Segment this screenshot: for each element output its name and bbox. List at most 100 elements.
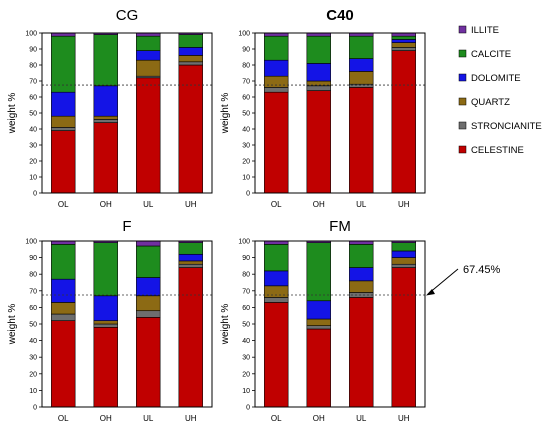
bar-segment-quartz-oh bbox=[93, 320, 118, 325]
bar-segment-dolomite-uh bbox=[178, 253, 203, 262]
annotation-67-45: 67.45% bbox=[426, 264, 501, 296]
y-tick-label: 90 bbox=[29, 255, 37, 262]
bar-segment-calcite-ul bbox=[136, 35, 161, 51]
bar-segment-illite-ul bbox=[136, 240, 161, 247]
bar-segment-calcite-uh bbox=[391, 35, 416, 40]
legend-swatch-illite bbox=[458, 25, 467, 34]
bar-segment-celestine-ul bbox=[136, 77, 161, 194]
legend-swatch-celestine bbox=[458, 145, 467, 154]
y-tick-label: 60 bbox=[242, 95, 250, 102]
y-tick-label: 100 bbox=[238, 31, 250, 38]
bar-segment-celestine-uh bbox=[391, 50, 416, 194]
bar-segment-quartz-oh bbox=[306, 318, 331, 326]
bar-segment-stroncianite-uh bbox=[178, 263, 203, 268]
bar-segment-stroncianite-ul bbox=[349, 83, 374, 88]
bar-segment-calcite-ol bbox=[51, 35, 76, 93]
y-tick-label: 60 bbox=[29, 95, 37, 102]
y-tick-label: 70 bbox=[29, 79, 37, 86]
bar-segment-celestine-oh bbox=[306, 90, 331, 194]
legend-swatch-quartz bbox=[458, 97, 467, 106]
bar-segment-celestine-oh bbox=[93, 327, 118, 408]
y-tick-label: 60 bbox=[29, 305, 37, 312]
bar-segment-dolomite-uh bbox=[391, 250, 416, 258]
bar-segment-dolomite-ol bbox=[264, 270, 289, 287]
y-axis-label: weight % bbox=[7, 93, 18, 135]
chart-panel-cg: CG weight % 0 10 20 30 40 50 60 70 80 90 100 OL OH UL UH bbox=[7, 7, 213, 209]
chart-title: C40 bbox=[326, 7, 354, 24]
plot-frame bbox=[254, 240, 426, 408]
bar-segment-calcite-uh bbox=[178, 242, 203, 255]
bar-segment-dolomite-uh bbox=[178, 47, 203, 56]
bar-segment-dolomite-ul bbox=[136, 277, 161, 297]
y-tick-label: 40 bbox=[29, 127, 37, 134]
y-tick-label: 60 bbox=[242, 305, 250, 312]
bar-segment-calcite-oh bbox=[306, 35, 331, 64]
bar-segment-quartz-ul bbox=[136, 59, 161, 77]
y-tick-label: 0 bbox=[246, 405, 250, 412]
legend-label-calcite: CALCITE bbox=[471, 49, 511, 60]
bar-segment-dolomite-ol bbox=[264, 59, 289, 77]
legend-label-dolomite: DOLOMITE bbox=[471, 73, 521, 84]
x-tick-label: OL bbox=[271, 200, 282, 209]
y-tick-label: 50 bbox=[29, 111, 37, 118]
annotation-label: 67.45% bbox=[463, 264, 501, 276]
y-tick-label: 80 bbox=[242, 63, 250, 70]
bar-segment-calcite-ul bbox=[349, 35, 374, 59]
annotation-arrow-shaft bbox=[427, 268, 459, 295]
y-tick-label: 20 bbox=[29, 159, 37, 166]
bar-segment-celestine-ul bbox=[349, 297, 374, 408]
x-tick-label: OH bbox=[313, 200, 325, 209]
y-tick-label: 30 bbox=[29, 355, 37, 362]
bar-segment-celestine-uh bbox=[391, 267, 416, 408]
y-tick-label: 10 bbox=[242, 388, 250, 395]
bar-segment-dolomite-ul bbox=[349, 58, 374, 72]
bar-segment-dolomite-ul bbox=[349, 267, 374, 282]
bar-segment-calcite-uh bbox=[178, 34, 203, 48]
bar-segment-celestine-ul bbox=[349, 87, 374, 194]
y-tick-label: 10 bbox=[29, 388, 37, 395]
bar-segment-celestine-oh bbox=[306, 328, 331, 408]
y-tick-label: 80 bbox=[242, 272, 250, 279]
x-tick-label: UL bbox=[143, 200, 154, 209]
x-tick-label: UL bbox=[356, 414, 367, 422]
bar-segment-calcite-oh bbox=[93, 34, 118, 87]
y-tick-label: 30 bbox=[242, 143, 250, 150]
x-tick-label: OL bbox=[271, 414, 282, 422]
legend-label-celestine: CELESTINE bbox=[471, 145, 524, 156]
x-tick-label: UH bbox=[185, 414, 197, 422]
y-tick-label: 40 bbox=[242, 127, 250, 134]
bar-segment-quartz-ul bbox=[136, 295, 161, 312]
bar-segment-stroncianite-uh bbox=[391, 47, 416, 51]
bar-segment-dolomite-ul bbox=[136, 50, 161, 61]
x-tick-label: OH bbox=[100, 414, 112, 422]
plot-frame bbox=[41, 32, 213, 194]
legend-label-illite: ILLITE bbox=[471, 25, 499, 36]
bar-segment-celestine-uh bbox=[178, 267, 203, 408]
legend-label-stroncianite: STRONCIANITE bbox=[471, 121, 542, 132]
y-tick-label: 50 bbox=[29, 322, 37, 329]
x-tick-label: OH bbox=[313, 414, 325, 422]
y-tick-label: 30 bbox=[29, 143, 37, 150]
chart-title: FM bbox=[329, 218, 351, 235]
y-tick-label: 10 bbox=[242, 175, 250, 182]
bar-segment-stroncianite-ol bbox=[264, 87, 289, 93]
plot-frame bbox=[41, 240, 213, 408]
legend-swatch-stroncianite bbox=[458, 121, 467, 130]
bar-segment-stroncianite-uh bbox=[391, 263, 416, 268]
x-tick-label: OL bbox=[58, 414, 69, 422]
bar-segment-stroncianite-uh bbox=[178, 61, 203, 66]
y-tick-label: 20 bbox=[242, 371, 250, 378]
y-tick-label: 20 bbox=[29, 371, 37, 378]
bar-segment-quartz-ol bbox=[264, 285, 289, 298]
y-tick-label: 90 bbox=[242, 47, 250, 54]
bar-segment-celestine-ol bbox=[264, 91, 289, 194]
y-tick-label: 80 bbox=[29, 272, 37, 279]
bar-segment-dolomite-oh bbox=[306, 63, 331, 82]
bar-segment-dolomite-oh bbox=[93, 295, 118, 321]
y-tick-label: 50 bbox=[242, 111, 250, 118]
chart-panel-c40: C40 weight % 0 10 20 30 40 50 60 70 80 90 100 OL OH UL U… bbox=[220, 7, 426, 209]
bar-segment-celestine-ol bbox=[51, 130, 76, 194]
bar-segment-dolomite-uh bbox=[391, 39, 416, 43]
bar-segment-calcite-ol bbox=[51, 244, 76, 280]
bar-segment-stroncianite-oh bbox=[93, 119, 118, 123]
